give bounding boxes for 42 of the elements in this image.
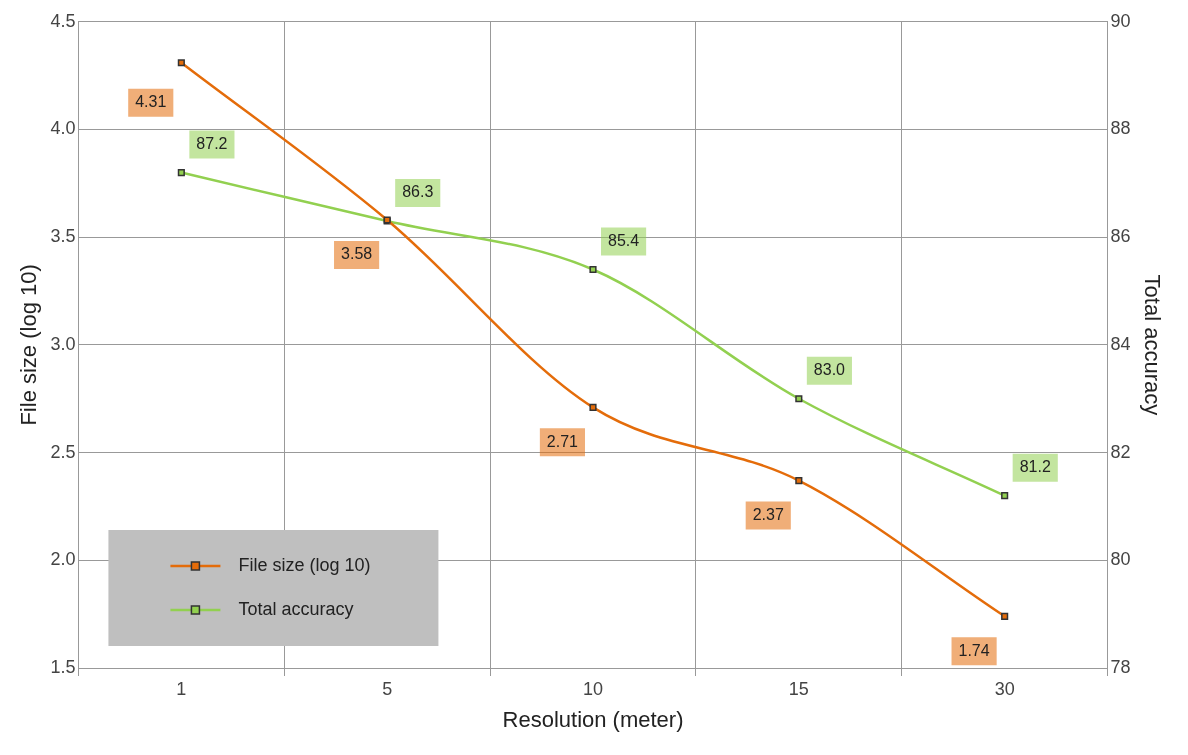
point — [795, 395, 803, 403]
point — [589, 265, 597, 274]
x-axis-title: Resolution (meter) — [502, 706, 684, 732]
y2-tick-label: 90 — [1110, 10, 1131, 31]
x-tick-label: 10 — [582, 678, 604, 699]
y-tick-label: 2.5 — [50, 441, 76, 462]
y2-tick-label: 88 — [1110, 118, 1131, 139]
data-label: 83.0 — [813, 361, 846, 379]
data-label: 2.37 — [752, 506, 784, 524]
y2-tick-label: 78 — [1110, 656, 1131, 677]
data-label: 85.4 — [608, 231, 640, 249]
data-label: 3.58 — [341, 245, 373, 263]
data-label: 81.2 — [1019, 458, 1051, 476]
data-label: 87.2 — [196, 134, 228, 152]
y-tick-label: 3.0 — [50, 333, 76, 354]
y-tick-label: 2.0 — [50, 549, 76, 570]
data-label: 4.31 — [135, 93, 167, 111]
legend-label: Total accuracy — [238, 598, 354, 619]
y-axis-title: File size (log 10) — [16, 264, 42, 426]
point — [1001, 492, 1009, 500]
x-tick-label: 15 — [788, 678, 809, 699]
y2-tick-label: 84 — [1110, 333, 1131, 354]
y2-tick-label: 82 — [1110, 441, 1131, 462]
y2-axis-title: Total accuracy — [1139, 274, 1165, 416]
x-tick-label: 5 — [382, 678, 393, 699]
point — [795, 477, 803, 485]
data-label: 86.3 — [402, 183, 434, 201]
point — [1001, 612, 1009, 620]
x-tick-label: 1 — [176, 678, 187, 699]
y-tick-label: 4.5 — [50, 10, 76, 31]
data-label: 1.74 — [958, 641, 990, 659]
data-label: 2.71 — [546, 432, 579, 450]
legend-label: File size (log 10) — [238, 554, 371, 575]
x-tick-label: 30 — [994, 678, 1015, 699]
point — [589, 403, 597, 411]
y-tick-label: 3.5 — [50, 226, 76, 247]
y-tick-label: 4.0 — [50, 118, 76, 139]
y2-tick-label: 80 — [1110, 549, 1131, 570]
point — [177, 59, 185, 67]
point — [177, 169, 185, 177]
y2-tick-label: 86 — [1110, 226, 1131, 247]
y-tick-label: 1.5 — [50, 656, 76, 677]
